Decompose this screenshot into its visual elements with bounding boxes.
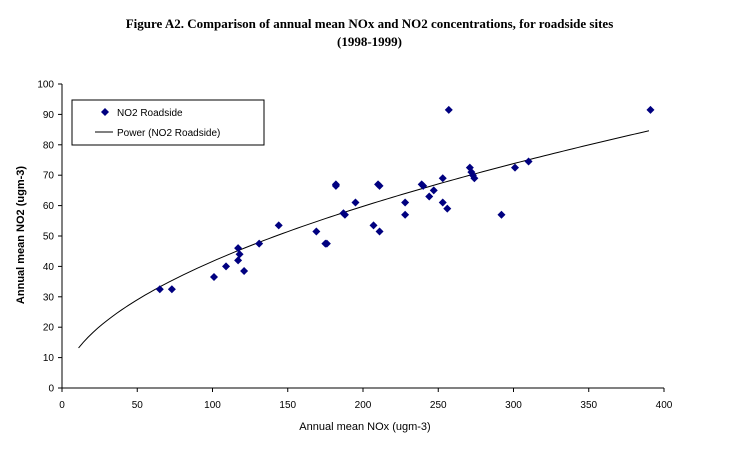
data-point: [646, 105, 655, 114]
data-point: [240, 266, 249, 275]
y-tick-label: 30: [43, 292, 55, 303]
data-point: [155, 285, 164, 294]
x-tick-label: 100: [204, 400, 221, 411]
y-tick-label: 40: [43, 262, 55, 273]
y-tick-label: 90: [43, 110, 55, 121]
chart-title: Figure A2. Comparison of annual mean NOx…: [125, 16, 614, 31]
data-point: [222, 262, 231, 271]
legend: NO2 Roadside Power (NO2 Roadside): [71, 99, 265, 146]
data-point: [210, 273, 219, 282]
data-point: [401, 210, 410, 219]
data-point: [331, 181, 340, 190]
data-point: [438, 174, 447, 183]
points-layer: [155, 105, 655, 294]
x-tick-label: 300: [505, 400, 522, 411]
data-point: [375, 227, 384, 236]
data-point: [255, 239, 264, 248]
data-point: [234, 244, 243, 253]
chart-subtitle: (1998-1999): [337, 34, 402, 49]
data-point: [340, 210, 349, 219]
y-tick-label: 20: [43, 323, 55, 334]
data-point: [351, 198, 360, 207]
data-point: [234, 256, 243, 265]
data-point: [425, 192, 434, 201]
data-point: [322, 239, 331, 248]
data-point: [401, 198, 410, 207]
data-point: [443, 204, 452, 213]
x-tick-label: 150: [279, 400, 296, 411]
x-tick-label: 400: [656, 400, 673, 411]
y-tick-label: 80: [43, 140, 55, 151]
data-point: [369, 221, 378, 230]
y-axis-label: Annual mean NO2 (ugm-3): [15, 166, 27, 304]
x-tick-label: 350: [580, 400, 597, 411]
axes: 0 10 20 30 40 50 60 70 80 90 100 0 50 100 150 200 250 300…: [37, 80, 672, 412]
y-tick-label: 100: [37, 80, 54, 91]
y-tick-label: 70: [43, 171, 55, 182]
data-point: [375, 181, 384, 190]
data-point: [497, 210, 506, 219]
data-point: [511, 163, 520, 172]
trendline-layer: [78, 130, 650, 349]
data-point: [274, 221, 283, 230]
y-tick-label: 0: [48, 384, 54, 395]
y-tick-label: 10: [43, 353, 55, 364]
data-point: [429, 186, 438, 195]
legend-entry-no2-roadside: NO2 Roadside: [117, 108, 183, 119]
data-point: [419, 181, 428, 190]
x-tick-label: 200: [355, 400, 372, 411]
legend-box: [71, 99, 265, 146]
y-tick-label: 50: [43, 232, 55, 243]
legend-entry-power-trendline: Power (NO2 Roadside): [117, 128, 220, 139]
data-point: [312, 227, 321, 236]
data-point: [524, 157, 533, 166]
x-tick-label: 0: [59, 400, 65, 411]
x-tick-label: 250: [430, 400, 447, 411]
y-tick-label: 60: [43, 201, 55, 212]
legend-diamond-marker: [101, 108, 109, 116]
data-point: [470, 174, 479, 183]
trendline: [78, 130, 650, 349]
data-point: [235, 250, 244, 259]
data-point: [444, 105, 453, 114]
x-axis-label: Annual mean NOx (ugm-3): [299, 421, 430, 433]
data-point: [438, 198, 447, 207]
x-tick-label: 50: [132, 400, 144, 411]
data-point: [167, 285, 176, 294]
